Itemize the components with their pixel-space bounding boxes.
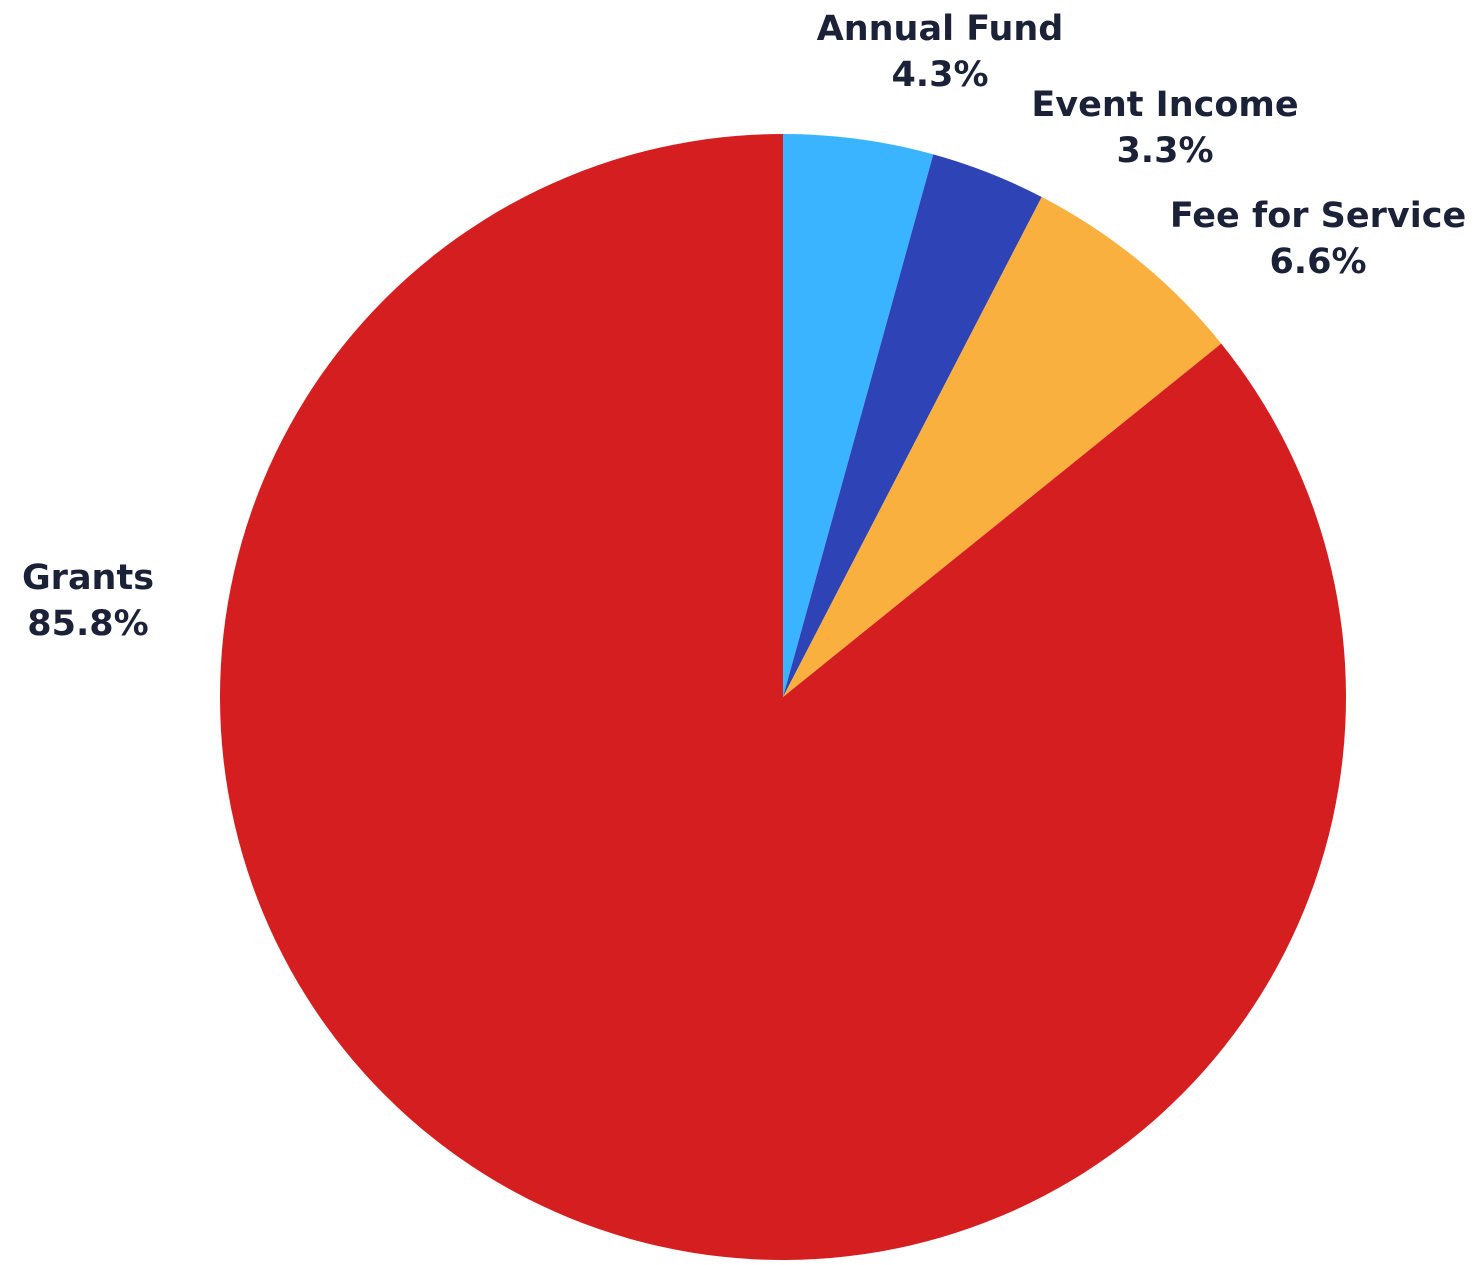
slice-percent-grants: 85.8% — [27, 604, 148, 644]
slice-label-annual-fund: Annual Fund 4.3% — [817, 9, 1064, 95]
pie-slice-annual-fund — [783, 134, 934, 697]
slice-label-event-income: Event Income 3.3% — [1031, 85, 1298, 171]
slice-label-fee-for-service: Fee for Service 6.6% — [1170, 196, 1466, 282]
slice-category-event-income: Event Income — [1031, 85, 1298, 125]
slice-category-fee-for-service: Fee for Service — [1170, 196, 1466, 236]
slice-label-grants: Grants 85.8% — [22, 558, 154, 644]
slice-percent-annual-fund: 4.3% — [891, 55, 988, 95]
pie-slice-fee-for-service — [783, 196, 1222, 698]
pie-slice-event-income — [783, 154, 1042, 698]
slice-percent-fee-for-service: 6.6% — [1269, 242, 1366, 282]
slice-category-grants: Grants — [22, 558, 154, 598]
pie-labels: Annual Fund 4.3% Event Income 3.3% Fee for S… — [22, 9, 1466, 644]
pie-slices — [219, 134, 1346, 1260]
pie-slice-grants — [219, 134, 1346, 1260]
slice-category-annual-fund: Annual Fund — [817, 9, 1064, 49]
slice-percent-event-income: 3.3% — [1116, 131, 1213, 171]
